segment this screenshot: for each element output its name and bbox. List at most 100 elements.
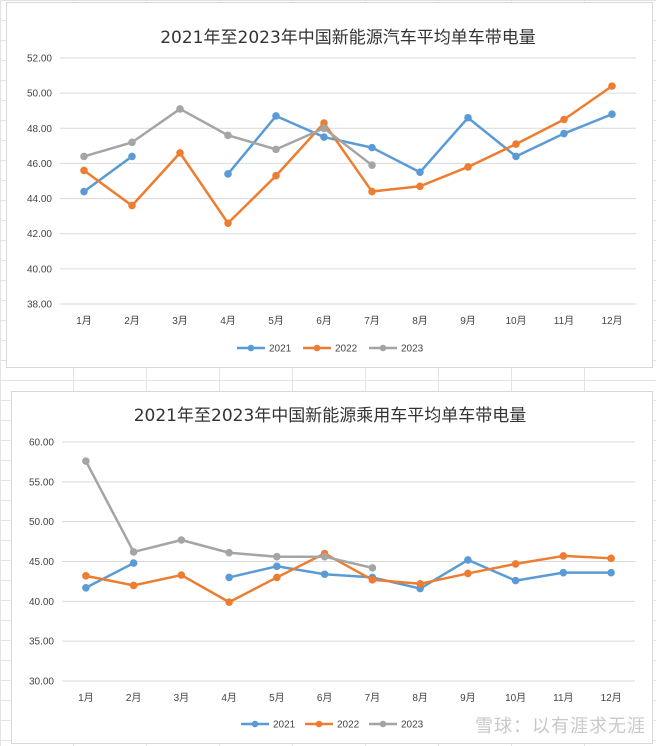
data-point-2021[interactable] bbox=[416, 168, 424, 177]
data-point-2021[interactable] bbox=[559, 568, 568, 577]
legend-item-2022[interactable]: 2022 bbox=[303, 344, 358, 355]
data-point-2022[interactable] bbox=[464, 569, 472, 578]
data-point-2023[interactable] bbox=[129, 548, 138, 556]
y-tick-label: 44.00 bbox=[27, 194, 52, 205]
data-point-2022[interactable] bbox=[560, 115, 568, 124]
chart-title: 2021年至2023年中国新能源乘用车平均单车带电量 bbox=[134, 406, 527, 426]
x-tick-label: 11月 bbox=[554, 315, 574, 327]
legend-item-2022[interactable]: 2022 bbox=[305, 720, 360, 731]
data-point-2021[interactable] bbox=[82, 583, 90, 592]
data-point-2021[interactable] bbox=[608, 110, 616, 119]
series-line-2022 bbox=[85, 552, 612, 604]
data-point-2022[interactable] bbox=[511, 560, 520, 568]
y-tick-label: 40.00 bbox=[27, 264, 52, 275]
data-point-2021[interactable] bbox=[464, 556, 472, 564]
data-point-2022[interactable] bbox=[368, 187, 376, 196]
x-tick-label: 6月 bbox=[317, 692, 333, 704]
data-point-2022[interactable] bbox=[416, 580, 424, 588]
data-point-2022[interactable] bbox=[224, 219, 232, 227]
data-point-2022[interactable] bbox=[608, 82, 616, 90]
x-tick-label: 10月 bbox=[505, 315, 526, 327]
x-tick-label: 2月 bbox=[126, 692, 142, 704]
x-tick-label: 9月 bbox=[460, 692, 476, 704]
legend-item-2023[interactable]: 2023 bbox=[369, 344, 424, 355]
data-point-2022[interactable] bbox=[416, 182, 424, 191]
data-point-2022[interactable] bbox=[559, 552, 568, 560]
chart-vehicles-svg: 2021年至2023年中国新能源汽车平均单车带电量 38.00 40.00 42.00… bbox=[27, 28, 636, 355]
legend-label: 2022 bbox=[337, 720, 360, 731]
data-point-2021[interactable] bbox=[128, 152, 136, 161]
data-point-2023[interactable] bbox=[177, 536, 186, 544]
data-point-2021[interactable] bbox=[273, 562, 281, 571]
x-tick-label: 4月 bbox=[220, 315, 236, 327]
data-point-2023[interactable] bbox=[225, 548, 233, 557]
legend: 2021 2022 2023 bbox=[237, 344, 424, 355]
chart-title: 2021年至2023年中国新能源汽车平均单车带电量 bbox=[160, 28, 536, 48]
data-point-2021[interactable] bbox=[320, 570, 329, 579]
data-point-2021[interactable] bbox=[129, 559, 138, 567]
data-point-2023[interactable] bbox=[272, 145, 280, 154]
watermark: 雪球：以有涯求无涯 bbox=[475, 716, 646, 737]
data-point-2021[interactable] bbox=[511, 576, 520, 585]
y-tick-label: 30.00 bbox=[29, 677, 54, 688]
data-point-2023[interactable] bbox=[320, 552, 329, 561]
data-point-2022[interactable] bbox=[225, 598, 233, 606]
data-point-2021[interactable] bbox=[464, 113, 472, 122]
data-point-2022[interactable] bbox=[80, 166, 88, 175]
data-point-2023[interactable] bbox=[273, 552, 281, 561]
legend-item-2021[interactable]: 2021 bbox=[237, 344, 292, 355]
data-point-2021[interactable] bbox=[607, 568, 615, 577]
data-point-2021[interactable] bbox=[560, 129, 568, 138]
data-point-2022[interactable] bbox=[273, 573, 281, 582]
chart-passenger-cars[interactable]: 2021年至2023年中国新能源乘用车平均单车带电量 30.00 35.00 40.0… bbox=[11, 391, 653, 744]
data-point-2022[interactable] bbox=[368, 576, 377, 584]
chart-vehicles[interactable]: 2021年至2023年中国新能源汽车平均单车带电量 38.00 40.00 42.00… bbox=[6, 2, 653, 368]
y-tick-label: 55.00 bbox=[29, 477, 54, 488]
data-point-2021[interactable] bbox=[512, 152, 520, 161]
y-tick-label: 38.00 bbox=[27, 300, 52, 311]
y-tick-label: 48.00 bbox=[27, 124, 52, 135]
y-tick-label: 52.00 bbox=[27, 54, 52, 65]
data-point-2021[interactable] bbox=[80, 187, 88, 196]
data-point-2023[interactable] bbox=[224, 131, 232, 140]
data-point-2022[interactable] bbox=[82, 572, 90, 580]
series-2022 bbox=[80, 82, 616, 227]
x-tick-label: 9月 bbox=[460, 315, 476, 327]
legend-swatch-marker bbox=[379, 344, 387, 352]
data-point-2021[interactable] bbox=[224, 170, 232, 178]
x-tick-label: 5月 bbox=[268, 315, 284, 327]
legend-label: 2023 bbox=[401, 344, 424, 355]
legend-label: 2022 bbox=[335, 344, 358, 355]
data-point-2023[interactable] bbox=[320, 124, 328, 133]
series-2023 bbox=[80, 105, 376, 169]
legend-item-2021[interactable]: 2021 bbox=[241, 720, 296, 731]
legend-swatch-marker bbox=[251, 720, 259, 728]
data-point-2022[interactable] bbox=[607, 554, 615, 563]
legend-swatch-marker bbox=[313, 344, 321, 352]
series-line-2022 bbox=[83, 85, 613, 225]
data-point-2022[interactable] bbox=[272, 171, 280, 180]
y-tick-label: 60.00 bbox=[29, 438, 54, 449]
data-point-2022[interactable] bbox=[129, 581, 138, 590]
data-point-2021[interactable] bbox=[320, 133, 328, 141]
data-point-2023[interactable] bbox=[176, 105, 184, 113]
data-point-2022[interactable] bbox=[177, 571, 186, 579]
legend-label: 2023 bbox=[401, 720, 424, 731]
data-point-2021[interactable] bbox=[368, 143, 376, 152]
x-tick-label: 7月 bbox=[364, 315, 380, 327]
data-point-2023[interactable] bbox=[80, 152, 88, 161]
legend-item-2023[interactable]: 2023 bbox=[369, 720, 424, 731]
data-point-2021[interactable] bbox=[225, 573, 233, 582]
x-tick-label: 3月 bbox=[172, 315, 188, 327]
x-tick-label: 12月 bbox=[601, 692, 622, 704]
data-point-2023[interactable] bbox=[128, 138, 136, 147]
data-point-2023[interactable] bbox=[82, 457, 90, 465]
data-point-2022[interactable] bbox=[464, 163, 472, 171]
data-point-2023[interactable] bbox=[368, 564, 377, 572]
data-point-2022[interactable] bbox=[176, 149, 184, 157]
legend-label: 2021 bbox=[273, 720, 296, 731]
data-point-2021[interactable] bbox=[272, 112, 280, 120]
data-point-2023[interactable] bbox=[368, 161, 376, 169]
data-point-2022[interactable] bbox=[128, 201, 136, 210]
data-point-2022[interactable] bbox=[512, 140, 520, 148]
